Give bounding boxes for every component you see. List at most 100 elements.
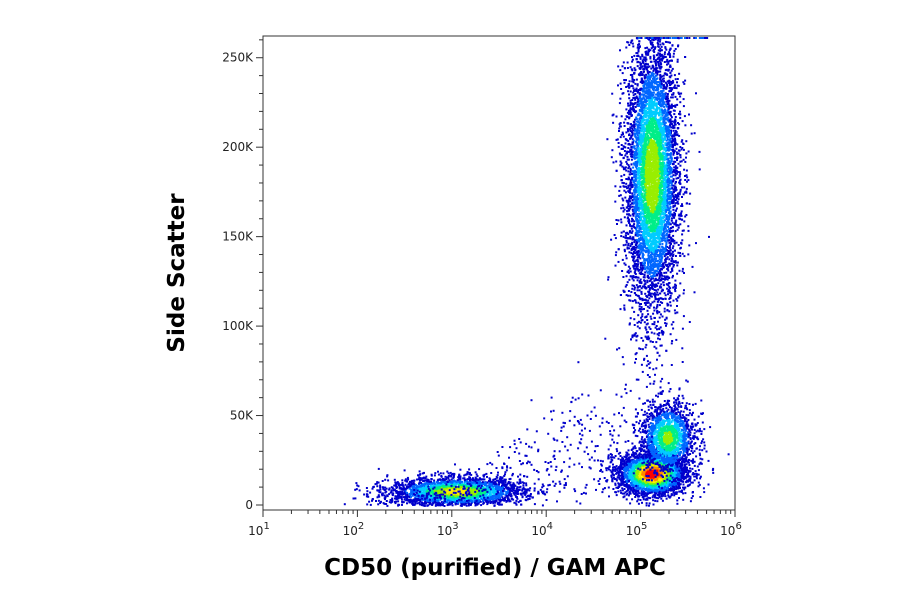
event-dot (659, 55, 662, 58)
event-dot (660, 84, 663, 87)
event-dot (663, 87, 665, 90)
event-dot (635, 140, 637, 143)
event-dot (659, 76, 662, 79)
event-dot (631, 195, 634, 198)
event-dot (667, 135, 670, 138)
event-dot (672, 208, 675, 211)
event-dot (648, 306, 651, 309)
event-dot (636, 267, 639, 270)
event-dot (633, 267, 636, 270)
event-dot (663, 72, 666, 75)
event-dot (662, 163, 664, 166)
event-dot (643, 70, 645, 73)
event-dot (631, 39, 634, 42)
event-dot (618, 189, 621, 192)
event-dot (636, 203, 639, 206)
event-dot (662, 118, 665, 121)
event-dot (619, 82, 622, 85)
event-dot (641, 235, 644, 238)
event-dot (631, 58, 634, 61)
event-dot (690, 124, 693, 127)
event-dot (667, 230, 670, 233)
event-dot (672, 274, 674, 277)
event-dot (619, 69, 622, 72)
event-dot (659, 262, 662, 265)
event-dot (676, 194, 678, 197)
event-dot (641, 110, 644, 113)
event-dot (665, 224, 668, 227)
event-dot (670, 200, 673, 203)
event-dot (646, 114, 649, 117)
event-dot (658, 256, 661, 259)
event-dot (644, 235, 647, 238)
event-dot (643, 245, 646, 248)
event-dot (658, 241, 661, 244)
event-dot (674, 290, 677, 293)
event-dot (665, 139, 668, 142)
event-dot (641, 219, 644, 222)
event-dot (618, 194, 621, 197)
event-dot (647, 204, 650, 207)
event-dot (672, 81, 675, 84)
event-dot (636, 252, 639, 255)
event-dot (660, 297, 663, 300)
event-dot (671, 202, 674, 205)
event-dot (627, 129, 629, 132)
event-dot (658, 58, 661, 61)
event-dot (631, 199, 634, 202)
event-dot (627, 170, 630, 173)
event-dot (644, 335, 647, 338)
event-dot (652, 262, 655, 265)
event-dot (657, 84, 660, 86)
event-dot (646, 309, 649, 312)
event-dot (612, 121, 615, 124)
event-dot (653, 255, 656, 258)
event-dot (635, 214, 638, 217)
event-dot (627, 158, 630, 161)
event-dot (655, 158, 658, 161)
event-dot (646, 360, 649, 363)
event-dot (660, 207, 663, 210)
event-dot (680, 212, 683, 215)
event-dot (625, 224, 628, 227)
event-dot (646, 240, 649, 243)
event-dot (666, 197, 669, 200)
event-dot (634, 269, 637, 272)
event-dot (672, 184, 675, 187)
event-dot (618, 127, 621, 130)
event-dot (652, 69, 655, 72)
event-dot (617, 145, 620, 148)
event-dot (656, 99, 659, 102)
event-dot (676, 98, 679, 101)
event-dot (661, 55, 664, 58)
event-dot (642, 262, 645, 265)
event-dot (627, 205, 630, 208)
event-dot (665, 143, 668, 146)
event-dot (642, 210, 645, 213)
event-dot (658, 246, 661, 249)
event-dot (651, 341, 654, 343)
event-dot (653, 68, 656, 71)
event-dot (665, 144, 668, 147)
event-dot (622, 276, 625, 278)
event-dot (680, 214, 683, 217)
event-dot (643, 205, 645, 208)
event-dot (616, 223, 618, 225)
event-dot (649, 136, 652, 139)
event-dot (648, 50, 650, 53)
event-dot (650, 82, 653, 85)
event-dot (635, 171, 638, 173)
event-dot (683, 168, 686, 171)
event-dot (641, 112, 644, 115)
event-dot (687, 225, 690, 228)
event-dot (631, 218, 634, 221)
event-dot (632, 108, 635, 111)
event-dot (642, 162, 645, 164)
event-dot (633, 241, 636, 244)
event-dot (639, 310, 642, 313)
event-dot (666, 80, 669, 83)
event-dot (676, 272, 679, 275)
event-dot (693, 132, 696, 135)
event-dot (644, 251, 647, 254)
